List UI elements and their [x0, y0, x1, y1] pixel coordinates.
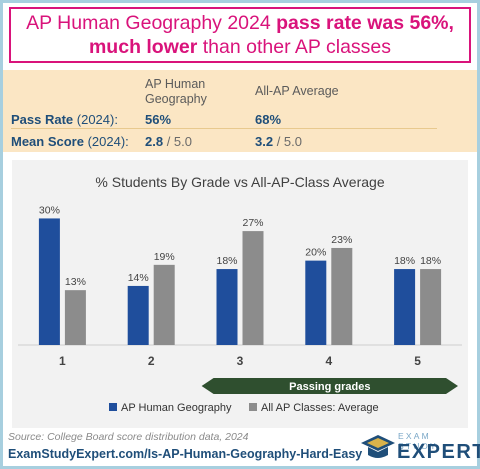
legend-label-hg: AP Human Geography	[121, 402, 232, 414]
bar-all-grade-4	[331, 247, 353, 345]
stats-row-label-pass-rate: Pass Rate (2024):	[11, 112, 118, 127]
data-label-all-grade-2: 19%	[154, 251, 175, 263]
logo-line2: EXPERT	[397, 441, 480, 463]
headline-part1: AP Human Geography 2024	[26, 12, 277, 34]
bar-hg-grade-5	[394, 269, 416, 345]
stats-value-all-mean: 3.2 / 5.0	[255, 134, 302, 149]
data-label-hg-grade-1: 30%	[39, 204, 60, 216]
headline-part3: much lower	[88, 36, 198, 58]
logo-line1: EXAM STUDY	[398, 431, 438, 451]
stats-row-label-mean-score: Mean Score (2024):	[11, 134, 129, 149]
data-label-hg-grade-5: 18%	[394, 255, 415, 267]
headline-part2: pass rate was 56%,	[276, 12, 454, 34]
passing-grades-label: Passing grades	[289, 381, 370, 393]
x-tick-label-1: 1	[59, 354, 66, 368]
source-note: Source: College Board score distribution…	[8, 431, 249, 443]
bar-all-grade-1	[64, 290, 86, 345]
x-tick-label-5: 5	[414, 354, 421, 368]
bar-hg-grade-3	[216, 269, 238, 345]
source-url[interactable]: ExamStudyExpert.com/Is-AP-Human-Geograph…	[8, 447, 363, 461]
bar-hg-grade-4	[305, 260, 327, 345]
x-tick-label-3: 3	[237, 354, 244, 368]
bar-all-grade-2	[153, 264, 175, 345]
stats-value-hg-mean: 2.8 / 5.0	[145, 134, 192, 149]
legend-label-all: All AP Classes: Average	[261, 402, 379, 414]
data-label-hg-grade-4: 20%	[305, 247, 326, 259]
data-label-hg-grade-2: 14%	[128, 272, 149, 284]
legend-swatch-all	[249, 403, 257, 411]
stats-value-all-pass-rate: 68%	[255, 112, 282, 127]
chart-panel: % Students By Grade vs All-AP-Class Aver…	[12, 160, 468, 428]
graduation-cap-icon	[361, 435, 395, 458]
bar-chart: 30% 13% 1 14% 19% 2 18% 27% 3 20% 23% 4 18% 18% 5 Passi…	[18, 204, 462, 414]
data-label-all-grade-5: 18%	[420, 255, 441, 267]
exam-study-expert-logo: EXAM STUDY EXPERT	[360, 430, 480, 466]
stats-divider	[11, 128, 437, 129]
headline-banner: AP Human Geography 2024 pass rate was 56…	[9, 7, 471, 63]
stats-table: AP Human Geography All-AP Average Pass R…	[3, 70, 477, 152]
bar-all-grade-5	[420, 269, 442, 345]
chart-title: % Students By Grade vs All-AP-Class Aver…	[95, 174, 385, 190]
stats-col-header-2: All-AP Average	[255, 84, 339, 98]
bar-all-grade-3	[242, 231, 264, 345]
passing-grades-arrow	[201, 378, 458, 394]
stats-value-hg-pass-rate: 56%	[145, 112, 172, 127]
data-label-all-grade-4: 23%	[331, 234, 352, 246]
x-tick-label-4: 4	[325, 354, 332, 368]
x-tick-label-2: 2	[148, 354, 155, 368]
stats-col-header-1: AP Human Geography	[145, 77, 207, 106]
headline-part4: than other AP classes	[197, 36, 392, 58]
legend-swatch-hg	[109, 403, 117, 411]
data-label-hg-grade-3: 18%	[216, 255, 237, 267]
bar-hg-grade-1	[38, 218, 60, 345]
data-label-all-grade-3: 27%	[242, 217, 263, 229]
bar-hg-grade-2	[127, 285, 149, 345]
data-label-all-grade-1: 13%	[65, 276, 86, 288]
